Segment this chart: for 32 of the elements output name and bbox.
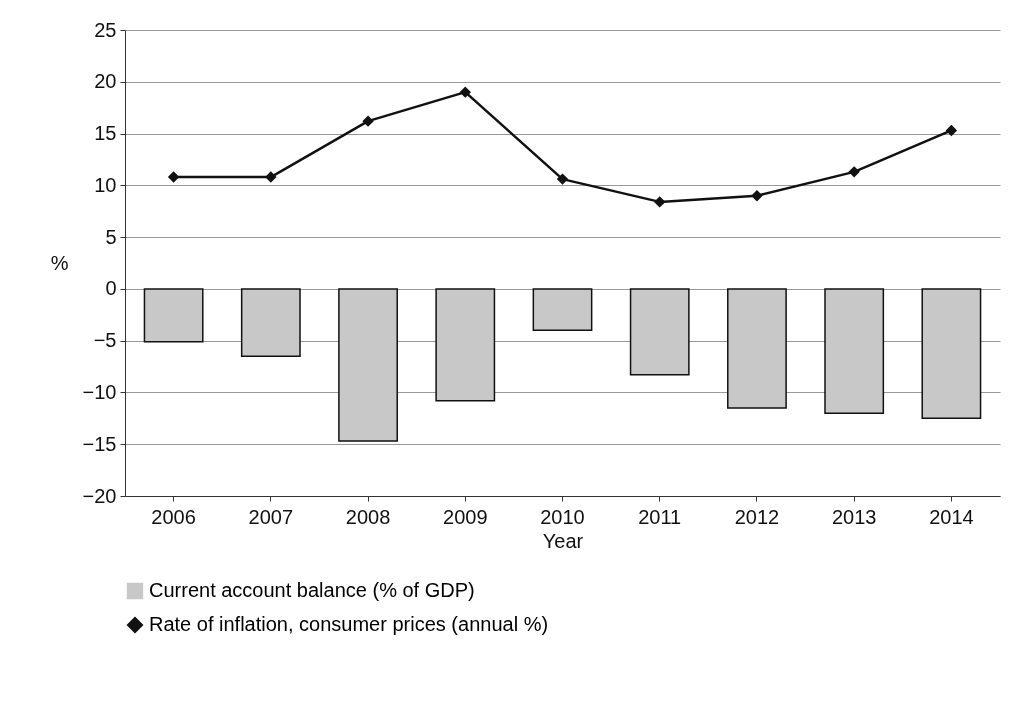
point <box>751 189 763 202</box>
x-axis-title: Year <box>542 529 584 552</box>
x-tick-label: 2012 <box>734 505 780 528</box>
x-tick-label: 2010 <box>540 505 585 528</box>
y-tick-label: 20 <box>94 70 117 93</box>
y-tick-label: 5 <box>105 225 117 248</box>
point <box>362 115 374 127</box>
point <box>167 171 180 183</box>
y-tick-label: −15 <box>82 432 117 455</box>
y-tick-label: 10 <box>94 173 117 196</box>
point <box>945 124 958 137</box>
x-tick-label: 2011 <box>638 505 682 528</box>
y-tick-label: −5 <box>93 329 117 352</box>
point <box>848 166 860 178</box>
point <box>265 171 277 183</box>
legend-label: Current account balance (% of GDP) <box>149 579 475 601</box>
x-tick-label: 2006 <box>151 505 196 528</box>
point <box>556 173 569 185</box>
y-axis-title: % <box>50 251 69 274</box>
x-tick-label: 2008 <box>345 505 391 528</box>
x-tick-label: 2007 <box>248 505 294 528</box>
x-tick-label: 2014 <box>929 505 974 528</box>
y-tick-label: −10 <box>82 380 117 403</box>
y-tick-label: 25 <box>94 18 117 41</box>
x-tick-label: 2009 <box>443 505 488 528</box>
y-tick-label: −20 <box>82 484 117 507</box>
x-tick-label: 2013 <box>831 505 877 528</box>
point <box>459 86 471 98</box>
legend-label: Rate of inflation, consumer prices (annual %) <box>149 613 549 635</box>
y-tick-label: 15 <box>94 122 117 145</box>
point <box>654 196 666 208</box>
y-tick-label: 0 <box>105 277 117 300</box>
